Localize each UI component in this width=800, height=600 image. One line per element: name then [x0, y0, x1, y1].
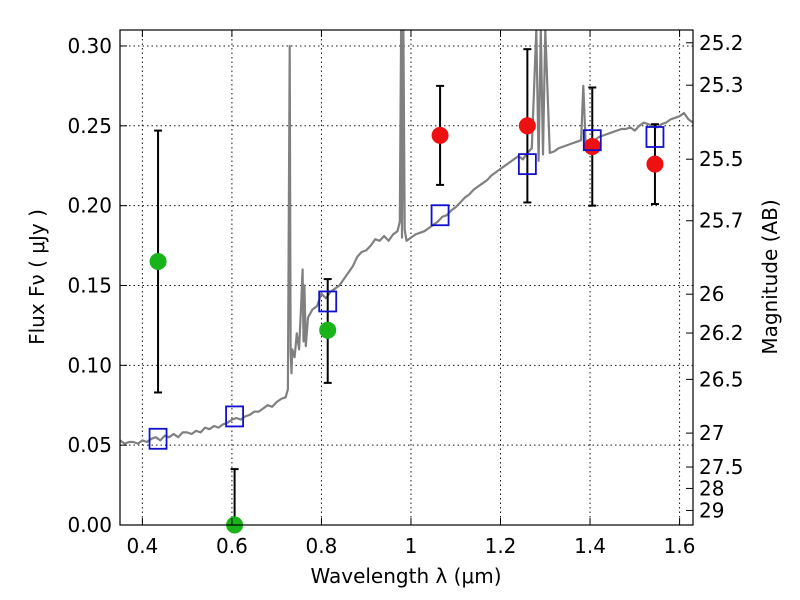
y-axis-title-right: Magnitude (AB): [758, 199, 782, 354]
x-tick-label: 1.2: [485, 534, 517, 558]
plot-background: [120, 30, 693, 525]
magnitude-tick-label: 25.3: [699, 73, 744, 97]
magnitude-tick-label: 27.5: [699, 455, 744, 479]
model-square: [517, 153, 537, 176]
magnitude-tick-label: 26.2: [699, 321, 744, 345]
photometry-point: [518, 117, 536, 135]
photometry-point: [646, 155, 664, 173]
photometry-point: [583, 138, 601, 156]
magnitude-tick-label: 25.7: [699, 209, 744, 233]
y-tick-label: 0.10: [67, 353, 112, 377]
x-tick-label: 0.4: [126, 534, 158, 558]
x-tick-label: 0.6: [216, 534, 248, 558]
y-tick-label: 0.25: [67, 114, 112, 138]
marker-layer: [148, 48, 665, 534]
magnitude-tick-label: 25.5: [699, 147, 744, 171]
model-square: [225, 405, 245, 428]
model-square: [582, 129, 602, 152]
x-tick-label: 0.8: [306, 534, 338, 558]
magnitude-tick-label: 29: [699, 498, 724, 522]
photometry-point: [431, 126, 449, 144]
model-square: [430, 204, 450, 227]
x-tick-label: 1.4: [574, 534, 606, 558]
model-square: [148, 427, 168, 450]
y-axis-title: Flux Fν ( μJy ): [25, 209, 49, 345]
magnitude-tick-label: 26: [699, 282, 724, 306]
magnitude-tick-label: 25.2: [699, 31, 744, 55]
y-tick-label: 0.15: [67, 273, 112, 297]
magnitude-tick-label: 26.5: [699, 367, 744, 391]
y-tick-label: 0.20: [67, 194, 112, 218]
ticks: 0.4 0.6 0.8 1 1.2 1.4 1.6 0.00 0.05 0.10 0.15 0.20 0…: [67, 30, 744, 558]
magnitude-tick-label: 28: [699, 476, 724, 500]
photometry-point: [149, 253, 167, 271]
y-tick-label: 0.00: [67, 513, 112, 537]
y-tick-label: 0.05: [67, 433, 112, 457]
magnitude-tick-label: 27: [699, 421, 724, 445]
model-square: [318, 290, 338, 313]
photometry-point: [319, 321, 337, 339]
y-tick-label: 0.30: [67, 34, 112, 58]
x-tick-label: 1.6: [664, 534, 696, 558]
x-axis-title: Wavelength λ (μm): [310, 564, 501, 588]
plot-frame: [119, 29, 694, 526]
x-tick-label: 1: [405, 534, 418, 558]
model-square: [645, 126, 665, 148]
